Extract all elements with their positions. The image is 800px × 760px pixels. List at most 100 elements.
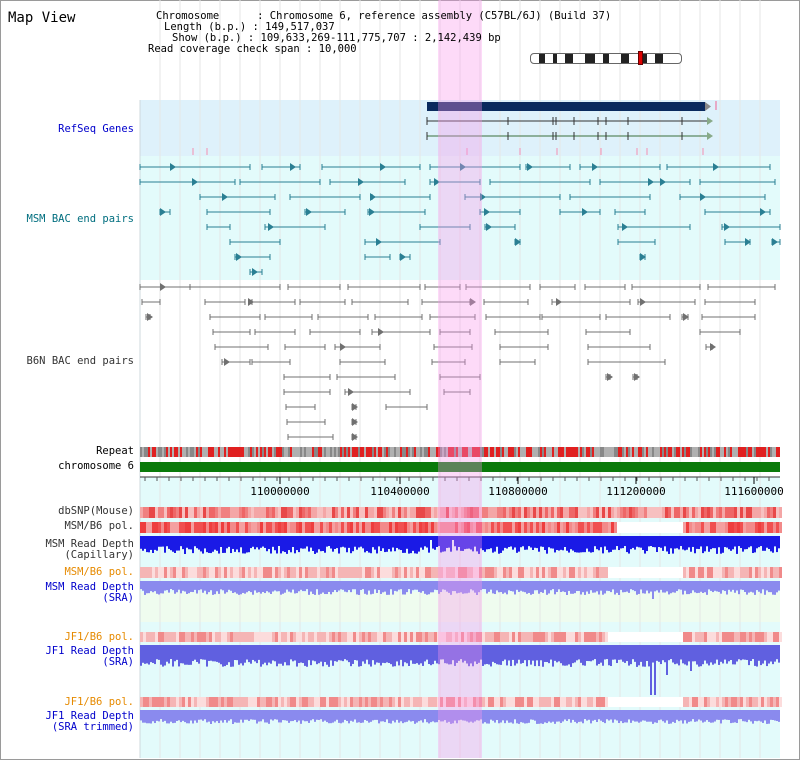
depth-bar [508, 581, 510, 591]
heat-cell [347, 522, 350, 533]
heat-cell [719, 522, 722, 533]
heat-cell [644, 697, 647, 707]
heat-cell [776, 567, 779, 578]
chromosome-ideogram-icon[interactable] [530, 53, 682, 64]
heat-cell [473, 697, 476, 707]
depth-bar [758, 581, 760, 592]
depth-bar [582, 536, 584, 553]
depth-bar [646, 536, 648, 552]
track-label-refseq[interactable]: RefSeq Genes [58, 123, 134, 135]
depth-bar [154, 581, 156, 592]
depth-bar [208, 645, 210, 661]
depth-bar [370, 536, 372, 554]
heat-cell [338, 697, 341, 707]
depth-bar [450, 645, 452, 665]
heat-cell [605, 522, 608, 533]
depth-bar [640, 536, 642, 548]
heat-cell [245, 507, 248, 518]
depth-bar [394, 581, 396, 591]
heat-cell [581, 632, 584, 642]
repeat-cell [762, 447, 764, 457]
heat-cell [545, 567, 548, 578]
depth-bar [410, 536, 412, 554]
heat-cell [677, 697, 680, 707]
depth-bar [750, 645, 752, 662]
heat-cell [740, 632, 743, 642]
heat-cell [605, 632, 608, 642]
heat-cell [215, 567, 218, 578]
depth-bar [446, 581, 448, 592]
depth-bar [312, 581, 314, 594]
depth-bar [568, 645, 570, 665]
heat-cell [521, 697, 524, 707]
repeat-cell [444, 447, 446, 457]
depth-bar [142, 581, 144, 591]
depth-bar [604, 581, 606, 594]
repeat-cell [150, 447, 152, 457]
heat-cell [416, 697, 419, 707]
depth-bar [164, 536, 166, 553]
heat-cell [500, 697, 503, 707]
depth-bar [414, 581, 416, 590]
heat-cell [509, 522, 512, 533]
depth-bar [484, 645, 486, 665]
repeat-cell [378, 447, 380, 457]
heat-cell [197, 567, 200, 578]
heat-cell [677, 632, 680, 642]
depth-bar [590, 536, 592, 553]
depth-bar [712, 645, 714, 665]
heat-cell [728, 697, 731, 707]
depth-bar [464, 536, 466, 550]
depth-bar [744, 536, 746, 550]
heat-cell [485, 507, 488, 518]
heat-cell [278, 507, 281, 518]
repeat-cell [354, 447, 356, 457]
heat-cell [527, 507, 530, 518]
depth-bar [646, 645, 648, 661]
depth-bar [378, 710, 380, 724]
depth-bar [538, 536, 540, 552]
depth-bar [146, 710, 148, 724]
heat-cell [308, 697, 311, 707]
heat-cell [665, 697, 668, 707]
track-label-msm-bac[interactable]: MSM BAC end pairs [26, 213, 134, 225]
depth-bar [430, 536, 432, 540]
depth-bar [282, 581, 284, 594]
heat-cell [218, 697, 221, 707]
heat-cell [548, 697, 551, 707]
heat-cell [443, 632, 446, 642]
depth-bar [672, 581, 674, 593]
heat-cell [737, 567, 740, 578]
heat-cell [248, 697, 251, 707]
heat-cell [626, 697, 629, 707]
depth-bar [376, 710, 378, 720]
heat-cell [455, 697, 458, 707]
heat-cell [545, 507, 548, 518]
depth-bar [464, 710, 466, 721]
heat-cell [515, 567, 518, 578]
depth-bar [284, 581, 286, 593]
track-label-b6n-bac[interactable]: B6N BAC end pairs [26, 355, 134, 367]
heat-cell [680, 522, 683, 533]
heat-cell [368, 522, 371, 533]
depth-bar [574, 536, 576, 553]
selected-region-highlight[interactable] [438, 0, 482, 758]
depth-bar [490, 536, 492, 549]
heat-cell [485, 522, 488, 533]
depth-bar [222, 645, 224, 667]
heat-cell [542, 567, 545, 578]
heat-cell [386, 567, 389, 578]
repeat-cell [468, 447, 470, 457]
heat-cell [614, 567, 617, 578]
heat-cell [212, 522, 215, 533]
heat-cell [296, 632, 299, 642]
depth-bar [632, 581, 634, 591]
heat-cell [239, 507, 242, 518]
heat-cell [272, 522, 275, 533]
heat-cell [656, 567, 659, 578]
depth-bar [210, 710, 212, 724]
heat-cell [638, 507, 641, 518]
heat-cell [293, 632, 296, 642]
depth-bar [470, 536, 472, 550]
